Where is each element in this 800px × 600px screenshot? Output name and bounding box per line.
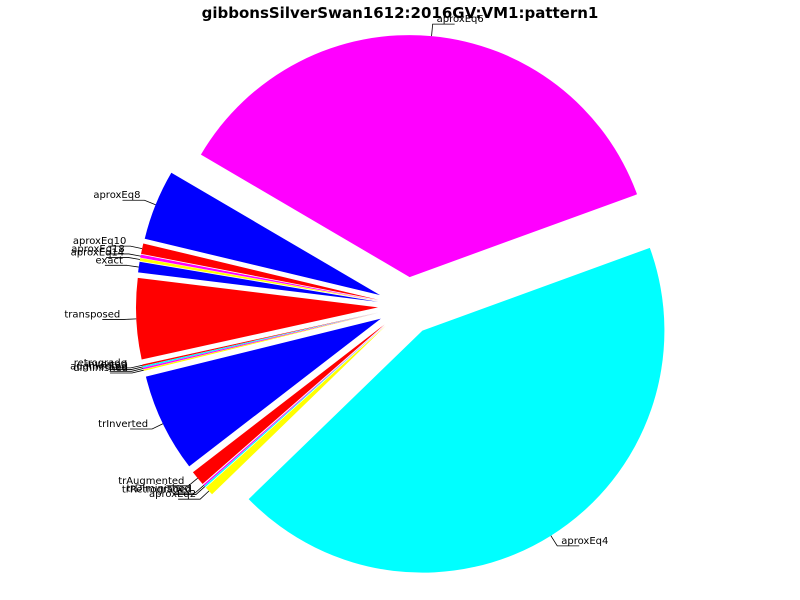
label-augmented: augmented <box>70 361 127 372</box>
label-trinverted: trInverted <box>98 419 148 430</box>
slice-aproxeq14 <box>139 257 379 302</box>
leader-retrograde <box>108 364 143 369</box>
slice-traugmented <box>192 324 385 484</box>
label-diminished: diminished <box>73 363 128 374</box>
label-aproxeq2: aproxEq2 <box>149 489 196 500</box>
slice-augmented <box>143 312 379 370</box>
label-aproxeq4: aproxEq4 <box>561 536 608 547</box>
leader-transposed <box>102 318 137 320</box>
label-aproxeq8: aproxEq8 <box>93 190 140 201</box>
label-trdiminished: trDiminished <box>127 483 191 494</box>
slice-aproxeq18 <box>140 254 379 301</box>
label-aproxeq14: aproxEq14 <box>71 247 125 258</box>
leader-augmented <box>109 368 144 372</box>
leader-aproxeq10 <box>108 245 143 250</box>
pie-slices <box>135 35 665 573</box>
slice-exact <box>138 261 379 302</box>
slice-transposed <box>135 277 378 360</box>
label-trretrograded: trRetrograded <box>122 485 192 496</box>
pie-labels: aproxEq6aproxEq8aproxEq10aproxEq18aproxE… <box>64 14 608 547</box>
label-inverted: inverted <box>85 360 127 371</box>
leader-traugmented <box>166 477 198 487</box>
slice-inverted <box>142 312 379 368</box>
leader-aproxeq8 <box>122 199 156 206</box>
slice-retrograde <box>142 312 379 366</box>
leader-exact <box>104 264 139 268</box>
slice-trdiminished <box>203 325 386 486</box>
slice-aproxeq4 <box>248 247 665 573</box>
leader-trdiminished <box>172 485 205 494</box>
slice-aproxeq2 <box>205 325 386 495</box>
leader-aproxeq2 <box>178 490 210 500</box>
slice-trinverted <box>145 318 381 467</box>
label-retrograde: retrograde <box>74 358 127 369</box>
label-exact: exact <box>95 255 123 266</box>
label-aproxeq6: aproxEq6 <box>437 14 484 25</box>
slice-aproxeq10 <box>141 243 379 300</box>
leader-inverted <box>109 366 143 370</box>
slice-aproxeq6 <box>200 35 638 278</box>
leader-trretrograded <box>173 486 206 495</box>
leader-aproxeq6 <box>431 23 455 37</box>
leader-diminished <box>110 369 144 374</box>
leader-aproxeq14 <box>106 257 141 260</box>
label-traugmented: trAugmented <box>118 476 184 487</box>
leader-trinverted <box>130 423 164 430</box>
label-transposed: transposed <box>64 309 120 320</box>
leader-aproxeq4 <box>550 535 580 547</box>
chart-title: gibbonsSilverSwan1612:2016GV:VM1:pattern… <box>202 4 599 22</box>
label-aproxeq10: aproxEq10 <box>73 236 127 247</box>
label-aproxeq18: aproxEq18 <box>71 244 125 255</box>
slice-trretrograded <box>204 325 386 488</box>
slice-diminished <box>143 312 379 371</box>
slice-aproxeq8 <box>144 172 381 296</box>
leader-aproxeq18 <box>106 253 141 257</box>
